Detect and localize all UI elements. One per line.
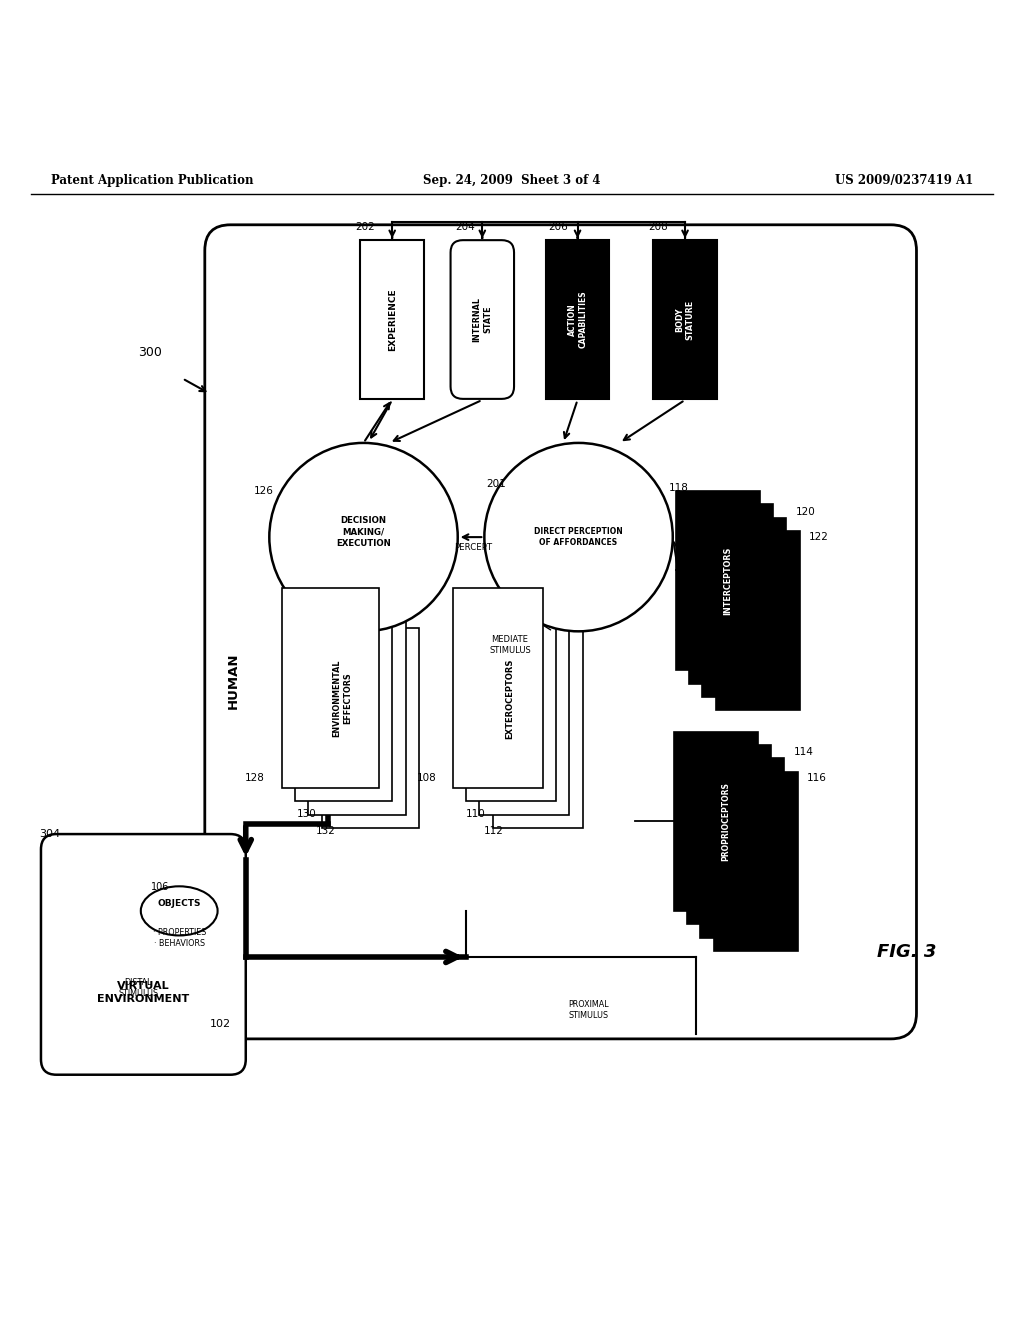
Text: Patent Application Publication: Patent Application Publication — [51, 174, 254, 186]
Bar — [453, 589, 543, 788]
Text: PROPRIOCEPTORS: PROPRIOCEPTORS — [722, 781, 730, 861]
Text: HUMAN: HUMAN — [227, 652, 240, 709]
Text: DISTAL
STIMULUS: DISTAL STIMULUS — [118, 978, 159, 998]
Bar — [295, 602, 392, 801]
FancyBboxPatch shape — [41, 834, 246, 1074]
Text: 304: 304 — [39, 829, 60, 840]
Text: 122: 122 — [809, 532, 828, 543]
Text: ACTION
CAPABILITIES: ACTION CAPABILITIES — [568, 290, 587, 348]
Bar — [700, 758, 784, 937]
Text: 202: 202 — [355, 222, 375, 232]
Ellipse shape — [269, 444, 458, 631]
FancyBboxPatch shape — [451, 240, 514, 399]
Text: 300: 300 — [138, 346, 162, 359]
Text: 108: 108 — [417, 772, 436, 783]
Text: 128: 128 — [245, 772, 264, 783]
Text: PERCEPT: PERCEPT — [454, 543, 493, 552]
Text: Sep. 24, 2009  Sheet 3 of 4: Sep. 24, 2009 Sheet 3 of 4 — [423, 174, 601, 186]
Bar — [493, 628, 583, 828]
Text: US 2009/0237419 A1: US 2009/0237419 A1 — [835, 174, 973, 186]
Text: EXTEROCEPTORS: EXTEROCEPTORS — [506, 659, 514, 739]
Bar — [674, 731, 758, 911]
Bar — [702, 517, 786, 697]
Bar — [714, 772, 798, 950]
Ellipse shape — [140, 886, 217, 936]
Text: 110: 110 — [466, 809, 485, 818]
Text: 201: 201 — [486, 479, 506, 488]
Bar — [676, 491, 760, 671]
Text: ENVIRONMENTAL
EFFECTORS: ENVIRONMENTAL EFFECTORS — [333, 660, 352, 737]
Text: VIRTUAL
ENVIRONMENT: VIRTUAL ENVIRONMENT — [97, 981, 189, 1005]
Bar — [479, 615, 569, 814]
Text: DECISION
MAKING/
EXECUTION: DECISION MAKING/ EXECUTION — [336, 516, 391, 548]
Ellipse shape — [484, 444, 673, 631]
Text: 114: 114 — [794, 747, 813, 758]
Text: 126: 126 — [254, 486, 273, 496]
Text: 102: 102 — [210, 1019, 231, 1028]
Text: DIRECT PERCEPTION
OF AFFORDANCES: DIRECT PERCEPTION OF AFFORDANCES — [535, 527, 623, 548]
Bar — [546, 240, 609, 399]
Bar — [308, 615, 406, 814]
Text: 132: 132 — [315, 826, 335, 836]
Text: INTERCEPTORS: INTERCEPTORS — [724, 546, 732, 615]
Text: OBJECTS: OBJECTS — [158, 899, 201, 908]
Bar — [716, 531, 800, 710]
Bar — [653, 240, 717, 399]
Text: FIG. 3: FIG. 3 — [877, 942, 936, 961]
Text: BODY
STATURE: BODY STATURE — [676, 300, 694, 339]
Text: 106: 106 — [151, 882, 169, 892]
Text: INTERNAL
STATE: INTERNAL STATE — [473, 297, 492, 342]
Text: 130: 130 — [297, 809, 316, 818]
Bar — [687, 744, 771, 924]
Text: EXPERIENCE: EXPERIENCE — [388, 288, 396, 351]
Text: · PROPERTIES
· BEHAVIORS: · PROPERTIES · BEHAVIORS — [153, 928, 206, 948]
Text: 120: 120 — [796, 507, 815, 516]
Text: 116: 116 — [807, 772, 826, 783]
Text: MEDIATE
STIMULUS: MEDIATE STIMULUS — [489, 635, 530, 655]
Text: 118: 118 — [669, 483, 688, 492]
Text: 208: 208 — [648, 222, 668, 232]
Text: 112: 112 — [483, 826, 503, 836]
Bar — [322, 628, 419, 828]
Bar — [282, 589, 379, 788]
Bar — [689, 504, 773, 684]
Text: 204: 204 — [456, 222, 475, 232]
FancyBboxPatch shape — [205, 224, 916, 1039]
Bar — [360, 240, 424, 399]
Bar — [466, 602, 556, 801]
Text: PROXIMAL
STIMULUS: PROXIMAL STIMULUS — [568, 1001, 609, 1020]
Text: 206: 206 — [548, 222, 567, 232]
